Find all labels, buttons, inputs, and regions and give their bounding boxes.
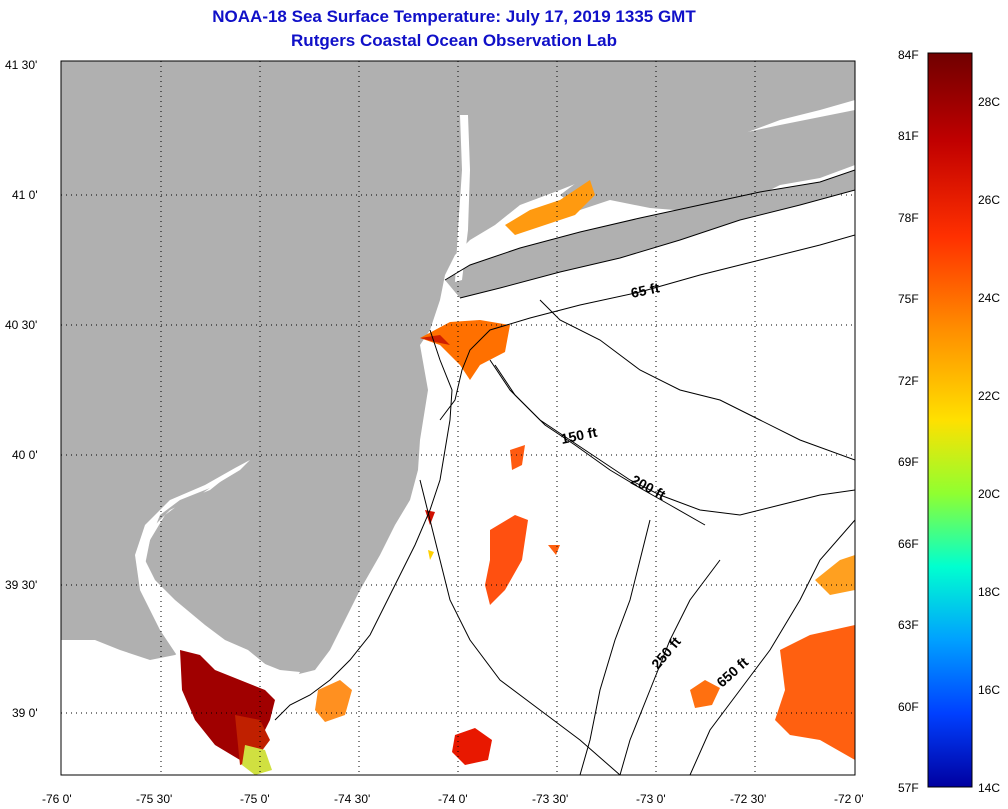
lon-tick: -74 0' (438, 792, 468, 806)
colorbar-c-label: 26C (978, 193, 1000, 207)
lat-tick: 39 30' (5, 578, 37, 592)
land-connecticut (560, 110, 855, 212)
colorbar-c-label: 18C (978, 585, 1000, 599)
lon-tick: -75 0' (240, 792, 270, 806)
longitude-labels: -76 0' -75 30' -75 0' -74 30' -74 0' -73… (42, 792, 864, 806)
coastline (274, 169, 855, 721)
map-title: NOAA-18 Sea Surface Temperature: July 17… (212, 7, 696, 26)
hudson-river (455, 115, 470, 282)
colorbar-f-label: 78F (898, 211, 919, 225)
lon-tick: -72 0' (834, 792, 864, 806)
colorbar-c-label: 16C (978, 683, 1000, 697)
lon-tick: -73 30' (532, 792, 568, 806)
map-frame (60, 60, 856, 776)
delaware-bay-water (135, 460, 300, 705)
graticule (61, 61, 855, 775)
lat-tick: 41 0' (12, 188, 38, 202)
lat-tick: 41 30' (5, 58, 37, 72)
contour-label-150ft: 150 ft (559, 424, 598, 447)
lon-tick: -75 30' (136, 792, 172, 806)
contour-label-65ft: 65 ft (629, 279, 661, 301)
lon-tick: -76 0' (42, 792, 72, 806)
colorbar-f-label: 57F (898, 781, 919, 795)
colorbar-f-label: 69F (898, 455, 919, 469)
lat-tick: 40 30' (5, 318, 37, 332)
lat-tick: 40 0' (12, 448, 38, 462)
lat-tick: 39 0' (12, 706, 38, 720)
colorbar-f-label: 63F (898, 618, 919, 632)
colorbar-c-label: 20C (978, 487, 1000, 501)
colorbar-f-label: 84F (898, 48, 919, 62)
colorbar-f-label: 60F (898, 700, 919, 714)
sst-patches (180, 180, 855, 775)
lon-tick: -74 30' (334, 792, 370, 806)
colorbar-c-label: 28C (978, 95, 1000, 109)
map-subtitle: Rutgers Coastal Ocean Observation Lab (291, 31, 617, 50)
lon-tick: -73 0' (636, 792, 666, 806)
latitude-labels: 41 30' 41 0' 40 30' 40 0' 39 30' 39 0' (5, 58, 38, 720)
lon-tick: -72 30' (730, 792, 766, 806)
colorbar-f-label: 75F (898, 292, 919, 306)
colorbar-gradient (927, 52, 973, 788)
colorbar-f-label: 81F (898, 129, 919, 143)
colorbar: 84F 81F 78F 75F 72F 69F 66F 63F 60F 57F … (898, 48, 1000, 795)
colorbar-c-label: 22C (978, 389, 1000, 403)
colorbar-c-label: 14C (978, 781, 1000, 795)
land-long-island (445, 170, 855, 298)
colorbar-f-label: 66F (898, 537, 919, 551)
colorbar-c-label: 24C (978, 291, 1000, 305)
colorbar-f-label: 72F (898, 374, 919, 388)
bathymetry-contours (419, 234, 855, 775)
